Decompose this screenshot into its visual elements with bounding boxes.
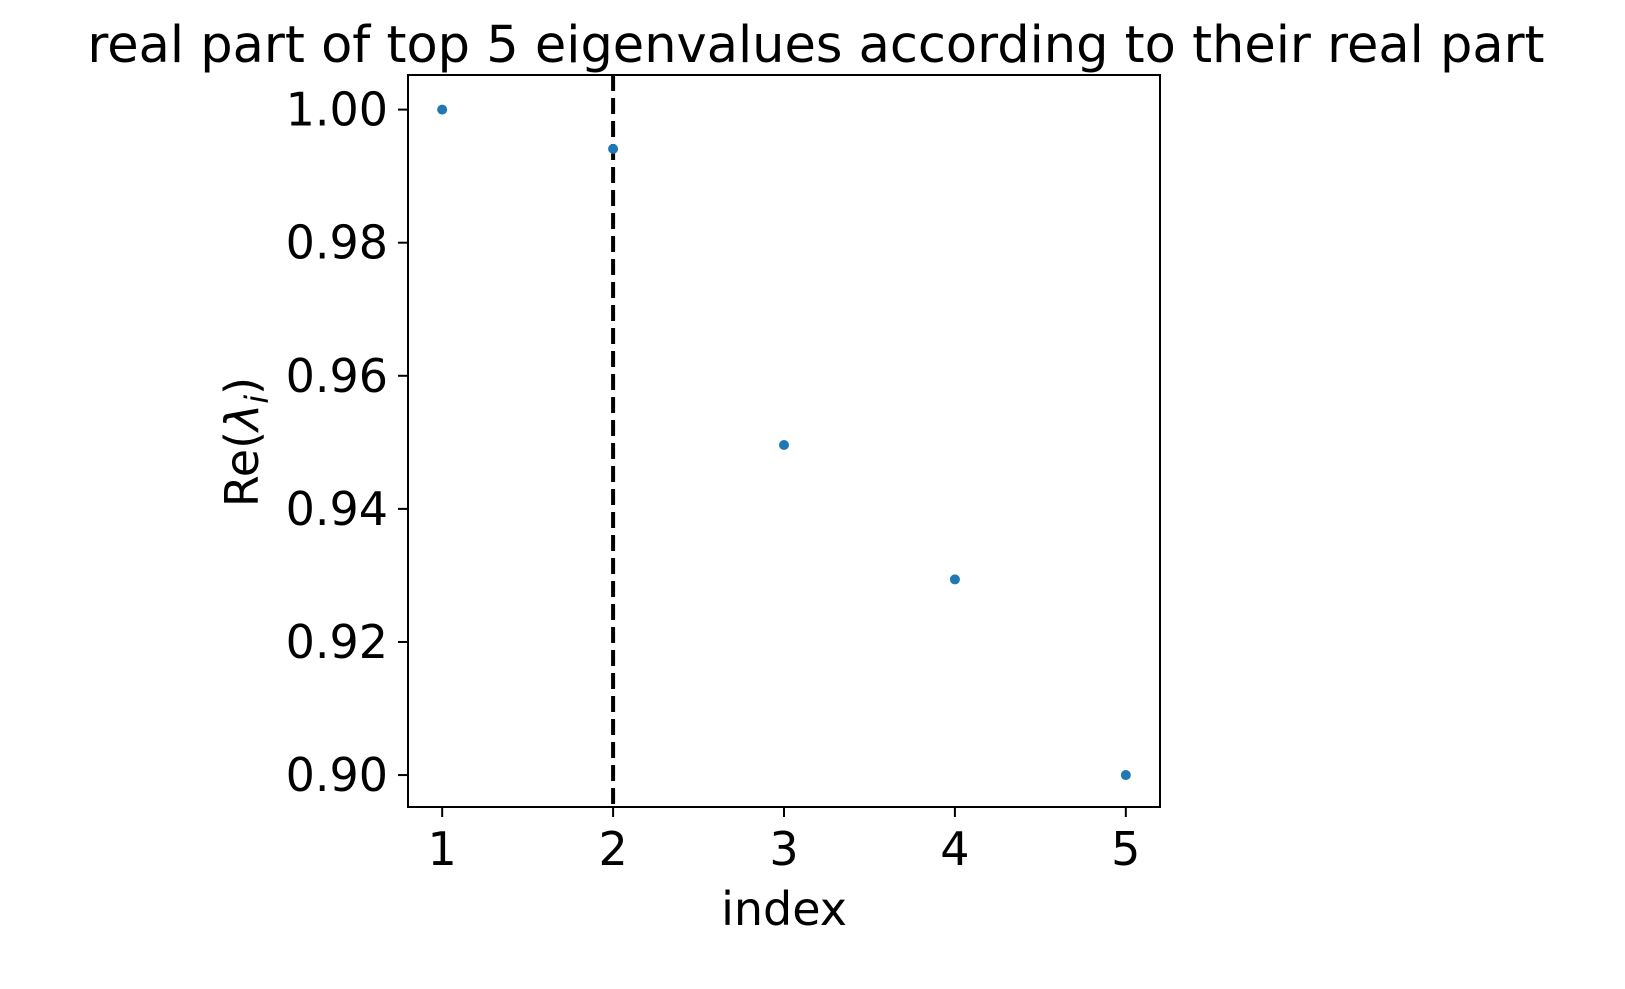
y-tick-label: 1.00 [286,83,388,137]
x-axis-label: index [721,882,847,936]
x-tick-label: 3 [769,822,798,876]
x-tick-label: 4 [940,822,969,876]
x-tick-label: 2 [598,822,627,876]
x-tick-label: 1 [428,822,457,876]
y-tick-label: 0.94 [286,482,388,536]
data-point [779,439,789,450]
y-axis-label-symbol: λ [215,404,269,434]
y-axis-label-prefix: Re( [215,431,269,507]
data-point [608,143,619,154]
y-tick-label: 0.92 [286,615,388,669]
y-tick-label: 0.98 [286,216,388,270]
y-axis-label-suffix: ) [215,377,269,395]
x-axis-ticks: 1 2 3 4 5 [428,807,1140,876]
data-point [1120,770,1131,781]
y-axis-label: Re(λi) [215,377,276,507]
y-axis-ticks: 0.90 0.92 0.94 0.96 0.98 1.00 [286,83,408,802]
data-point [949,574,960,585]
y-tick-label: 0.96 [286,349,388,403]
data-point [437,104,448,115]
y-axis-label-subscript: i [238,395,276,404]
x-tick-label: 5 [1111,822,1140,876]
data-points [437,104,1131,781]
y-tick-label: 0.90 [286,748,388,802]
chart-title: real part of top 5 eigenvalues according… [87,16,1544,75]
